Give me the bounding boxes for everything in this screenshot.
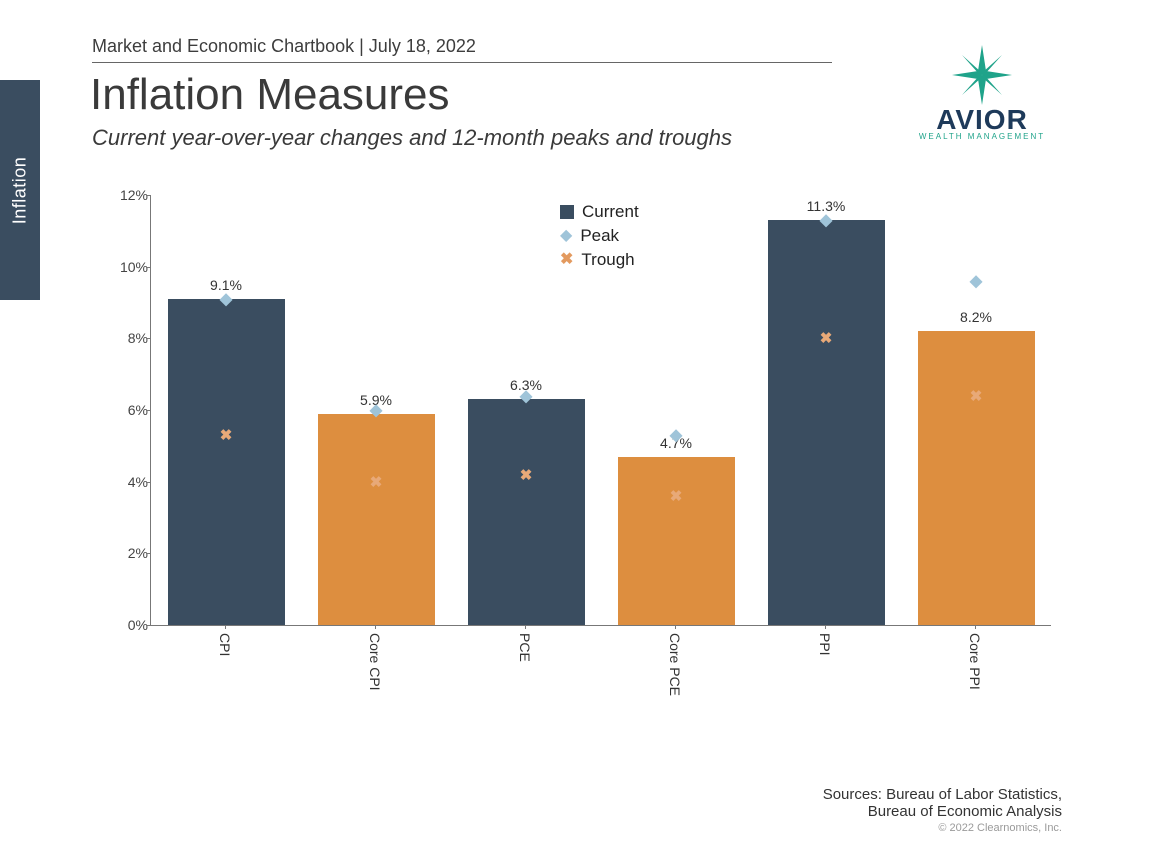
x-tick-mark <box>825 625 826 629</box>
compass-star-icon <box>912 45 1052 105</box>
footer-line1: Sources: Bureau of Labor Statistics, <box>823 786 1062 803</box>
trough-marker: ✖ <box>220 426 233 444</box>
x-tick-mark <box>975 625 976 629</box>
chart-plot-area: 9.1%◆✖5.9%◆✖6.3%◆✖4.7%◆✖11.3%◆✖8.2%◆✖ <box>150 195 1051 626</box>
inflation-chart: 0%2%4%6%8%10%12% 9.1%◆✖5.9%◆✖6.3%◆✖4.7%◆… <box>100 185 1060 705</box>
y-tick: 4% <box>100 474 148 490</box>
trough-marker: ✖ <box>520 466 533 484</box>
y-tick: 6% <box>100 402 148 418</box>
header-rule <box>92 62 832 63</box>
peak-marker: ◆ <box>520 386 532 406</box>
page: Inflation Market and Economic Chartbook … <box>0 0 1152 864</box>
trough-marker: ✖ <box>820 329 833 347</box>
peak-marker: ◆ <box>670 425 682 445</box>
footer-line2: Bureau of Economic Analysis <box>823 803 1062 820</box>
x-tick-mark <box>525 625 526 629</box>
bar-ppi <box>768 220 885 625</box>
x-label: Core CPI <box>367 633 383 691</box>
x-tick-mark <box>225 625 226 629</box>
y-tick: 12% <box>100 187 148 203</box>
bar-core-ppi <box>918 331 1035 625</box>
y-tick: 0% <box>100 617 148 633</box>
bar-core-cpi <box>318 414 435 625</box>
page-title: Inflation Measures <box>90 70 450 120</box>
bar-pce <box>468 399 585 625</box>
bar-value-label: 8.2% <box>960 309 992 325</box>
header-breadcrumb: Market and Economic Chartbook | July 18,… <box>92 36 476 57</box>
bar-core-pce <box>618 457 735 625</box>
footer-copyright: © 2022 Clearnomics, Inc. <box>823 822 1062 834</box>
trough-marker: ✖ <box>970 387 983 405</box>
x-label: PCE <box>517 633 533 662</box>
trough-marker: ✖ <box>670 487 683 505</box>
footer-sources: Sources: Bureau of Labor Statistics, Bur… <box>823 786 1062 834</box>
y-tick: 2% <box>100 545 148 561</box>
page-subtitle: Current year-over-year changes and 12-mo… <box>92 125 732 151</box>
x-label: Core PCE <box>667 633 683 696</box>
trough-marker: ✖ <box>370 473 383 491</box>
side-tab-label: Inflation <box>10 156 31 224</box>
side-tab-inflation: Inflation <box>0 80 40 300</box>
x-tick-mark <box>675 625 676 629</box>
logo-sub: WEALTH MANAGEMENT <box>912 132 1052 141</box>
peak-marker: ◆ <box>820 210 832 230</box>
peak-marker: ◆ <box>970 271 982 291</box>
brand-logo: AVIOR WEALTH MANAGEMENT <box>912 45 1052 141</box>
peak-marker: ◆ <box>220 289 232 309</box>
peak-marker: ◆ <box>370 400 382 420</box>
x-tick-mark <box>375 625 376 629</box>
x-label: PPI <box>817 633 833 656</box>
x-label: CPI <box>217 633 233 656</box>
y-tick: 8% <box>100 330 148 346</box>
bar-cpi <box>168 299 285 625</box>
x-label: Core PPI <box>967 633 983 690</box>
y-tick: 10% <box>100 259 148 275</box>
